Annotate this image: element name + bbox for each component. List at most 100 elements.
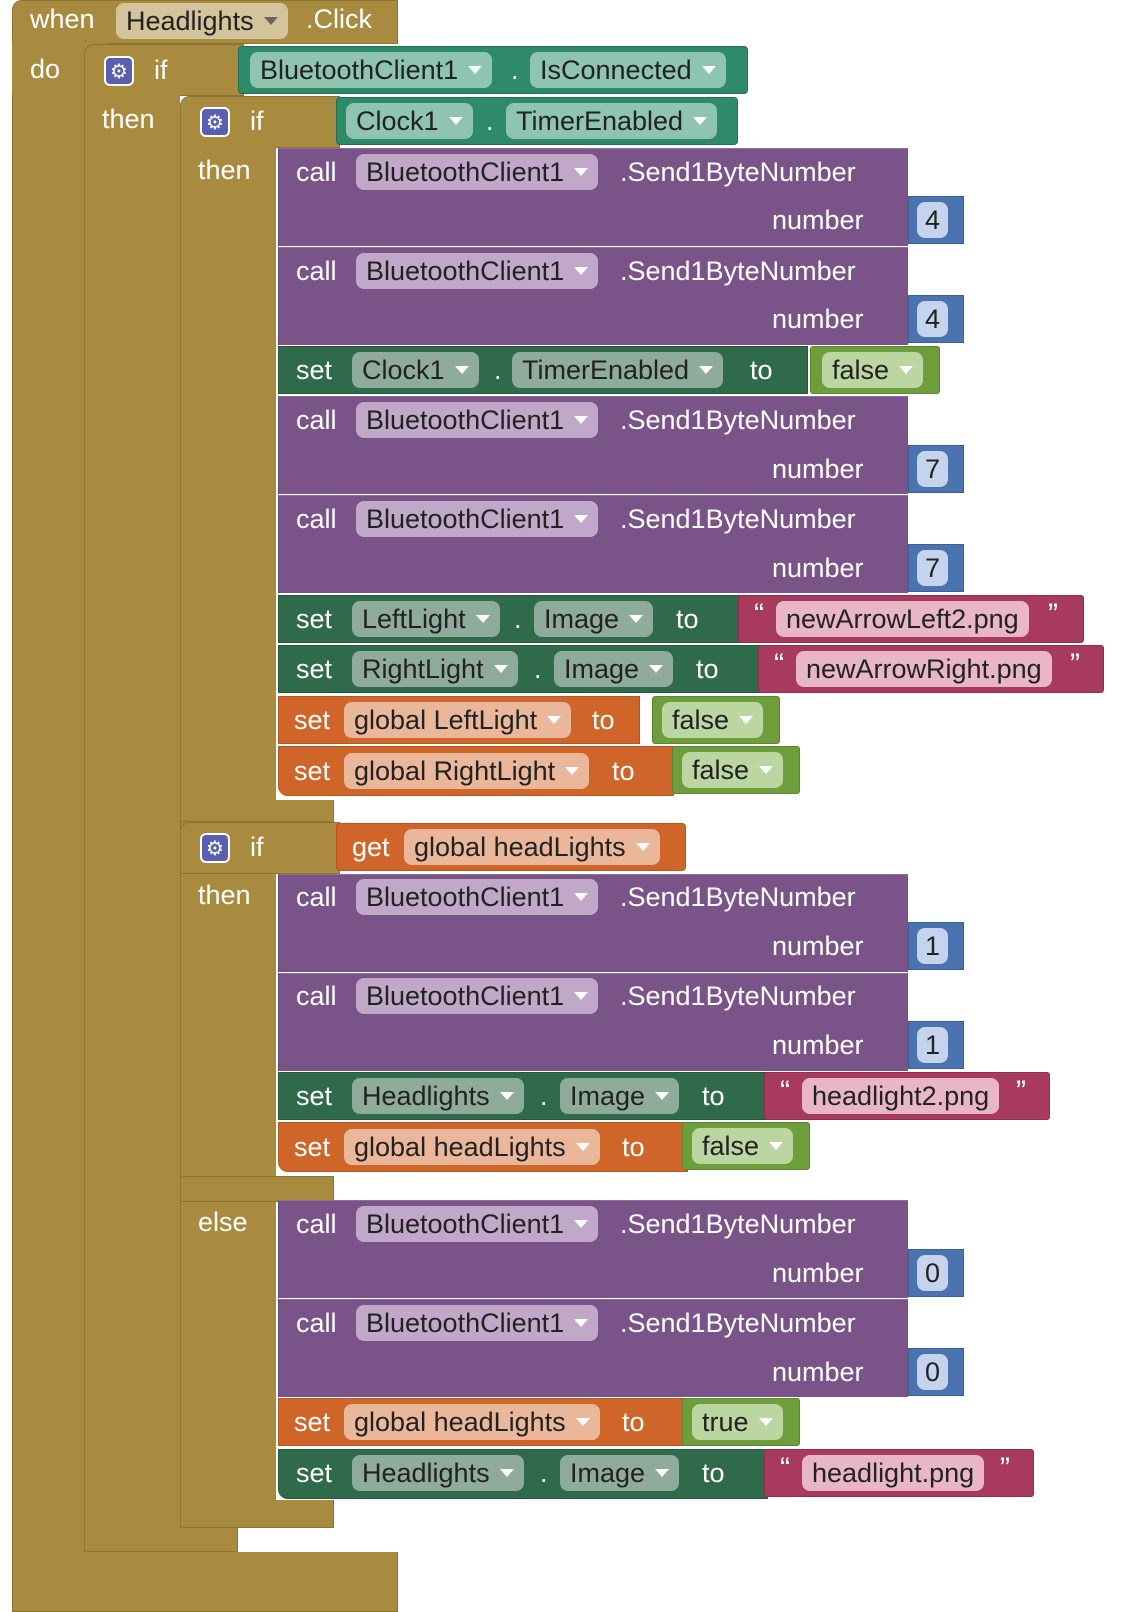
open-quote: “ xyxy=(780,1452,790,1485)
set-component-property-block[interactable] xyxy=(278,595,740,643)
variable-dropdown[interactable]: global headLights xyxy=(404,829,660,865)
text-value[interactable]: newArrowLeft2.png xyxy=(776,601,1029,637)
property-dropdown[interactable]: Image xyxy=(560,1078,680,1114)
logic-dropdown[interactable]: false xyxy=(822,352,924,388)
event-component-dropdown[interactable]: Headlights xyxy=(116,3,288,39)
component-label: BluetoothClient1 xyxy=(366,882,565,912)
call-keyword: call xyxy=(296,405,337,435)
logic-dropdown[interactable]: true xyxy=(692,1404,783,1440)
variable-dropdown[interactable]: global headLights xyxy=(344,1129,600,1165)
component-dropdown[interactable]: BluetoothClient1 xyxy=(356,1206,599,1242)
then-keyword: then xyxy=(198,880,251,910)
component-dropdown[interactable]: Clock1 xyxy=(346,103,473,139)
dot-separator: . xyxy=(486,106,494,136)
chevron-down-icon xyxy=(649,665,664,673)
open-quote: “ xyxy=(754,598,764,631)
method-name: .Send1ByteNumber xyxy=(620,882,856,912)
number-param-label: number xyxy=(772,553,864,583)
number-value[interactable]: 1 xyxy=(917,1027,949,1063)
chevron-down-icon xyxy=(574,893,589,901)
component-dropdown[interactable]: BluetoothClient1 xyxy=(356,978,599,1014)
number-value[interactable]: 4 xyxy=(917,301,949,337)
component-label: RightLight xyxy=(362,654,484,684)
set-keyword: set xyxy=(296,355,333,385)
chevron-down-icon xyxy=(574,267,589,275)
component-dropdown[interactable]: BluetoothClient1 xyxy=(356,253,599,289)
component-dropdown[interactable]: LeftLight xyxy=(352,601,500,637)
component-dropdown[interactable]: BluetoothClient1 xyxy=(250,52,493,88)
component-dropdown[interactable]: RightLight xyxy=(352,651,518,687)
get-keyword: get xyxy=(352,832,390,862)
number-value[interactable]: 0 xyxy=(917,1354,949,1390)
chevron-down-icon xyxy=(475,615,490,623)
chevron-down-icon xyxy=(565,767,580,775)
chevron-down-icon xyxy=(263,17,278,25)
component-dropdown[interactable]: BluetoothClient1 xyxy=(356,1305,599,1341)
property-label: TimerEnabled xyxy=(522,355,690,385)
component-dropdown[interactable]: Headlights xyxy=(352,1455,524,1491)
text-value[interactable]: headlight2.png xyxy=(802,1078,1000,1114)
logic-dropdown[interactable]: false xyxy=(692,1128,794,1164)
to-keyword: to xyxy=(592,705,615,735)
if-keyword: if xyxy=(250,832,264,862)
number-param-label: number xyxy=(772,1030,864,1060)
chevron-down-icon xyxy=(655,1092,670,1100)
chevron-down-icon xyxy=(758,1418,773,1426)
component-dropdown[interactable]: BluetoothClient1 xyxy=(356,501,599,537)
text-value[interactable]: headlight.png xyxy=(802,1455,985,1491)
gear-icon[interactable]: ⚙ xyxy=(200,107,230,137)
else-keyword: else xyxy=(198,1207,248,1237)
logic-dropdown[interactable]: false xyxy=(682,752,784,788)
component-label: Headlights xyxy=(362,1458,490,1488)
variable-dropdown[interactable]: global RightLight xyxy=(344,753,590,789)
gear-icon[interactable]: ⚙ xyxy=(200,833,230,863)
if-else-block-bottom xyxy=(180,1500,334,1528)
number-value[interactable]: 1 xyxy=(917,928,949,964)
number-value[interactable]: 7 xyxy=(917,451,949,487)
logic-value: false xyxy=(672,705,730,735)
component-label: Clock1 xyxy=(362,355,445,385)
component-dropdown[interactable]: Clock1 xyxy=(352,352,479,388)
component-dropdown[interactable]: BluetoothClient1 xyxy=(356,402,599,438)
variable-dropdown[interactable]: global headLights xyxy=(344,1404,600,1440)
property-label: Image xyxy=(544,604,620,634)
to-keyword: to xyxy=(622,1407,645,1437)
if-block-connected-spine xyxy=(84,92,180,1552)
open-quote: “ xyxy=(780,1075,790,1108)
close-quote: ” xyxy=(1016,1075,1026,1108)
property-dropdown[interactable]: IsConnected xyxy=(530,52,726,88)
component-dropdown[interactable]: Headlights xyxy=(352,1078,524,1114)
dot-separator: . xyxy=(540,1458,548,1488)
set-component-property-block[interactable] xyxy=(278,645,762,693)
to-keyword: to xyxy=(696,654,719,684)
logic-value: false xyxy=(692,755,750,785)
component-label: Headlights xyxy=(362,1081,490,1111)
property-dropdown[interactable]: Image xyxy=(534,601,654,637)
logic-value: true xyxy=(702,1407,749,1437)
variable-label: global LeftLight xyxy=(354,705,538,735)
component-dropdown[interactable]: BluetoothClient1 xyxy=(356,879,599,915)
call-keyword: call xyxy=(296,1209,337,1239)
set-keyword: set xyxy=(294,1407,331,1437)
text-value[interactable]: newArrowRight.png xyxy=(796,651,1052,687)
number-param-label: number xyxy=(772,1258,864,1288)
number-value[interactable]: 7 xyxy=(917,550,949,586)
logic-dropdown[interactable]: false xyxy=(662,702,764,738)
property-dropdown[interactable]: TimerEnabled xyxy=(506,103,718,139)
number-value[interactable]: 0 xyxy=(917,1255,949,1291)
chevron-down-icon xyxy=(575,1143,590,1151)
set-keyword: set xyxy=(296,604,333,634)
chevron-down-icon xyxy=(899,366,914,374)
property-dropdown[interactable]: Image xyxy=(554,651,674,687)
number-param-label: number xyxy=(772,304,864,334)
number-value[interactable]: 4 xyxy=(917,202,949,238)
method-name: .Send1ByteNumber xyxy=(620,981,856,1011)
gear-icon[interactable]: ⚙ xyxy=(104,56,134,86)
component-dropdown[interactable]: BluetoothClient1 xyxy=(356,154,599,190)
chevron-down-icon xyxy=(739,716,754,724)
property-dropdown[interactable]: TimerEnabled xyxy=(512,352,724,388)
method-name: .Send1ByteNumber xyxy=(620,256,856,286)
variable-dropdown[interactable]: global LeftLight xyxy=(344,702,572,738)
property-dropdown[interactable]: Image xyxy=(560,1455,680,1491)
event-name: .Click xyxy=(306,4,372,34)
